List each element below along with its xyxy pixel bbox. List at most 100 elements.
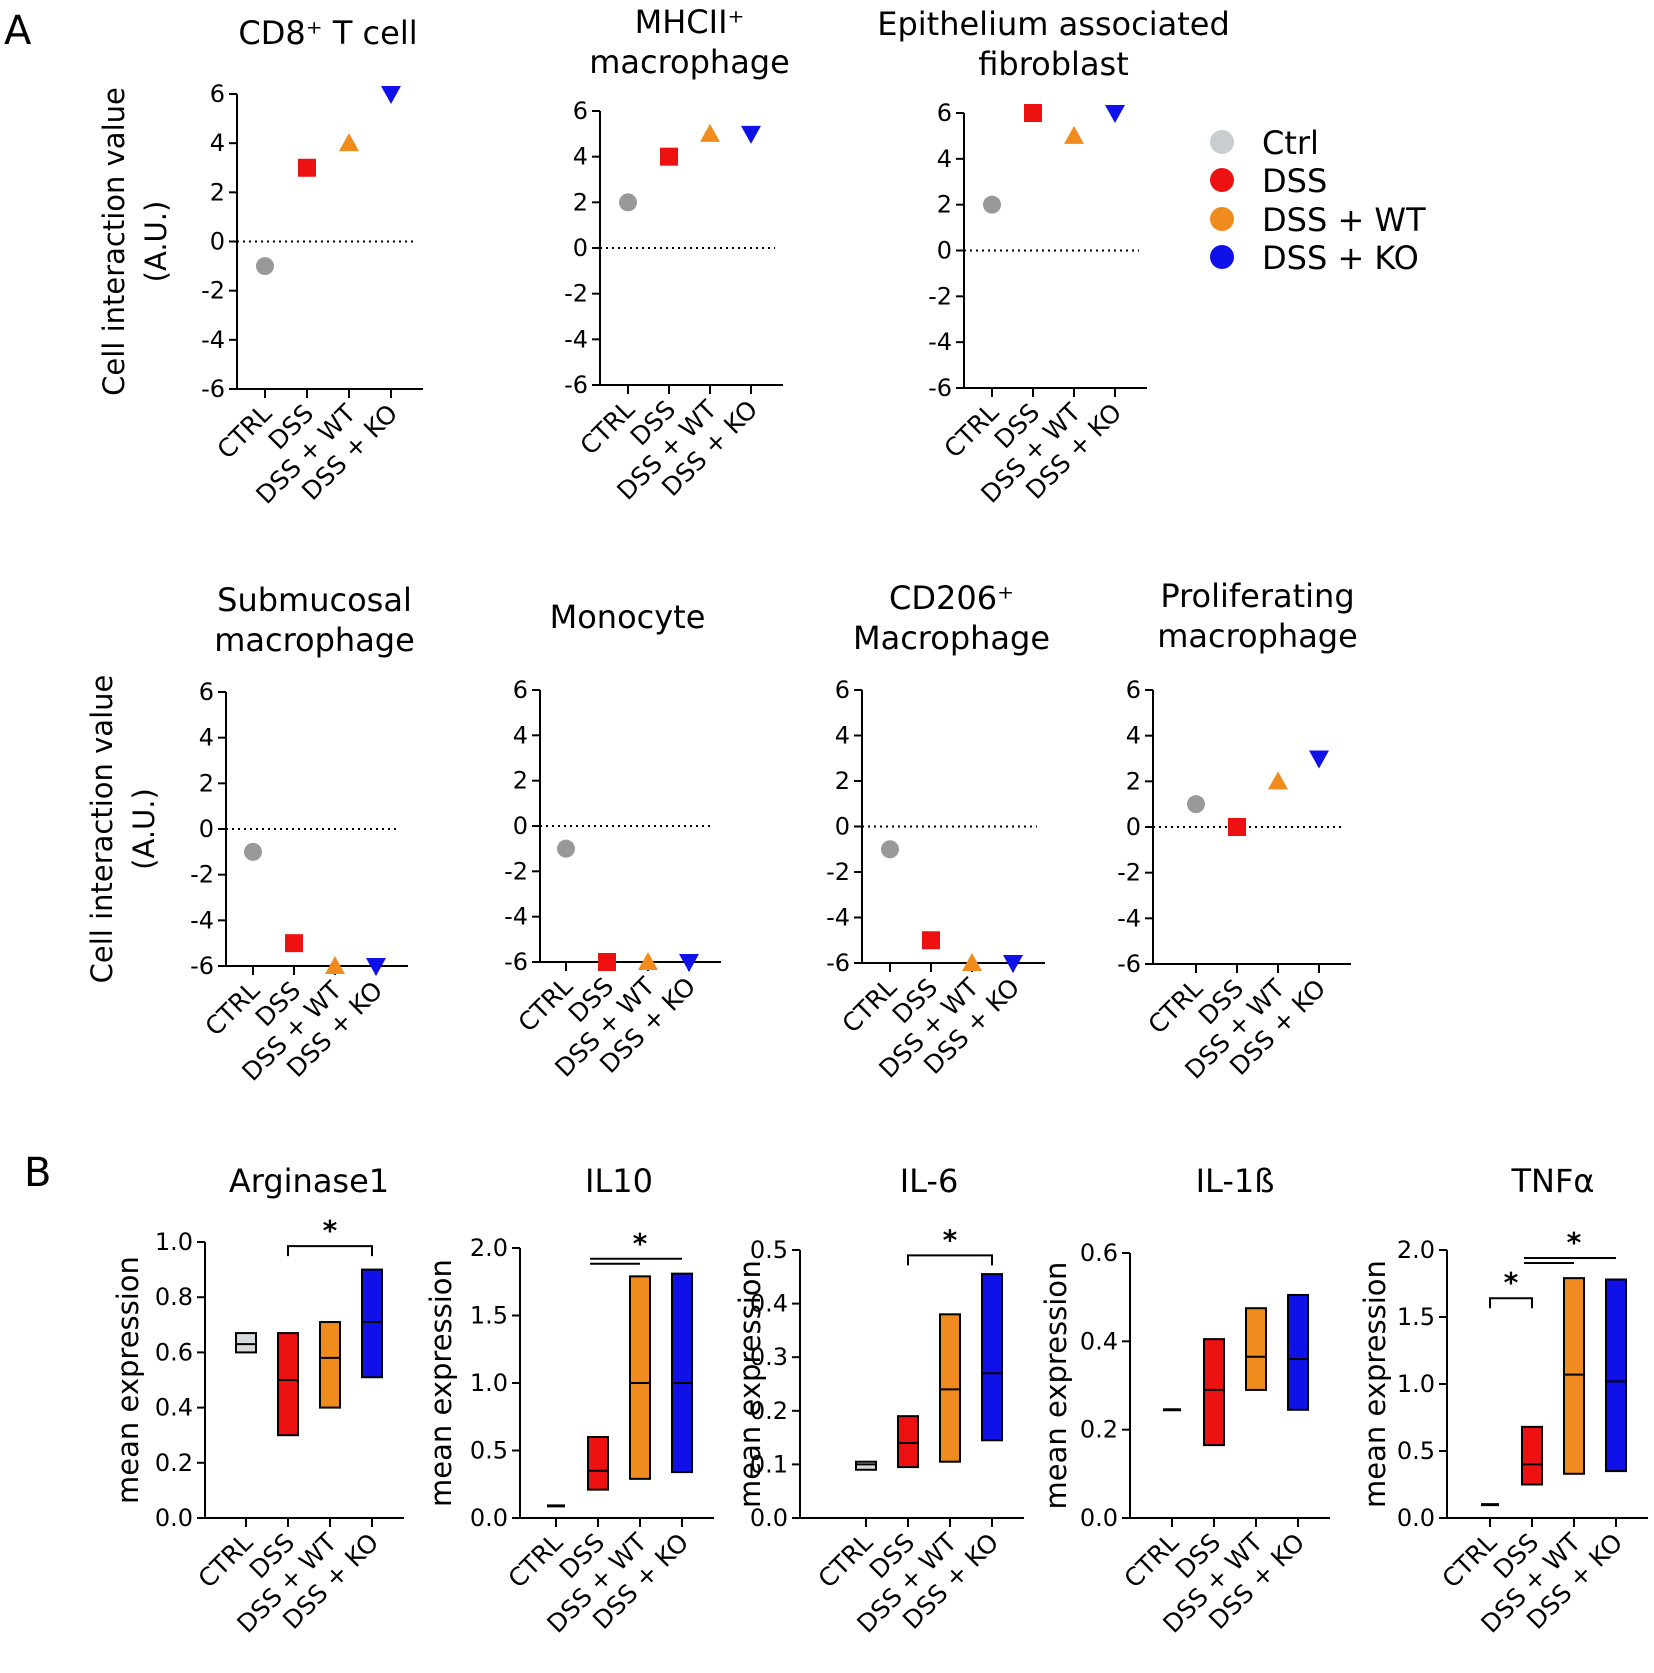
y-tick-label: -4 [504,903,528,931]
y-tick-label: -6 [564,371,588,399]
y-tick-label: 4 [210,129,225,157]
y-axis-label: Cell interaction value [85,675,119,984]
y-tick-label: 2 [573,188,588,216]
data-point [1268,771,1288,790]
y-tick-label: 6 [1126,676,1141,704]
box [319,1321,341,1409]
y-tick-label: 4 [573,143,588,171]
y-tick-label: -6 [504,948,528,976]
chart-a7: Proliferatingmacrophage6420-2-4-6CTRLDSS… [1117,577,1358,1085]
significance-bracket [1489,1297,1533,1309]
y-tick-label: 0.3 [750,1343,788,1371]
box [1605,1278,1627,1473]
y-axis-label: mean expression [1358,1260,1392,1508]
y-tick-label: 2.0 [470,1234,508,1262]
y-tick-label: -2 [190,861,214,889]
box [1563,1277,1585,1475]
chart-b1: Arginase1 mean expression 1.0 0.8 0.6 0.4 0.2 0… [111,1162,404,1639]
box [629,1275,651,1480]
panel-label-b: B [24,1150,51,1196]
chart-title: Monocyte [550,598,706,636]
y-axis-label: (A.U.) [139,201,173,283]
y-tick-label: 0.4 [155,1394,193,1422]
y-tick-label: 1.5 [470,1302,508,1330]
y-tick-label: 0 [937,237,952,265]
chart-title: Submucosal [217,581,412,619]
chart-title: IL-1ß [1196,1162,1275,1200]
chart-title: macrophage [589,43,790,81]
data-point [366,958,386,976]
significance-bracket [907,1254,993,1266]
y-tick-label: 2 [937,191,952,219]
box [897,1415,919,1469]
panel-label-a: A [4,8,32,54]
chart-title: Macrophage [853,619,1050,657]
data-point [679,954,699,972]
y-tick-label: 0.0 [155,1504,193,1532]
y-tick-label: -4 [928,328,952,356]
y-tick-label: 1.5 [1397,1303,1435,1331]
chart-title: Arginase1 [229,1162,389,1200]
data-point [598,953,616,971]
y-axis-label: Cell interaction value [97,87,131,396]
significance-marker: * [323,1214,338,1247]
y-tick-label: 4 [835,722,850,750]
y-tick-label: -6 [1117,950,1141,978]
y-tick-label: -4 [201,326,225,354]
y-tick-label: 2 [835,767,850,795]
y-tick-label: 1.0 [1397,1370,1435,1398]
chart-title: IL10 [585,1162,653,1200]
legend-label-dss-ko: DSS + KO [1262,239,1419,277]
data-point [1309,750,1329,769]
y-axis-label: mean expression [1039,1262,1073,1510]
data-point [700,123,720,142]
y-tick-label: 0.0 [750,1504,788,1532]
data-point [1228,818,1246,836]
chart-title: CD206⁺ [889,579,1014,617]
legend-label-dss: DSS [1262,162,1327,200]
y-tick-label: 6 [513,676,528,704]
legend-label-ctrl: Ctrl [1262,124,1319,162]
y-tick-label: 0 [573,234,588,262]
y-tick-label: 0 [835,813,850,841]
box [1287,1293,1309,1411]
y-tick-label: 0.6 [1080,1239,1118,1267]
y-axis-label: (A.U.) [127,788,161,870]
y-tick-label: 0.4 [1080,1327,1118,1355]
y-tick-label: 0.1 [750,1450,788,1478]
significance-marker: * [1504,1266,1519,1299]
y-tick-label: 4 [1126,722,1141,750]
data-point [256,257,274,276]
data-point [962,953,982,971]
y-tick-label: 0.4 [750,1290,788,1318]
y-tick-label: -2 [564,280,588,308]
y-tick-label: 6 [937,99,952,127]
y-tick-label: 0.8 [155,1283,193,1311]
y-tick-label: 6 [199,678,214,706]
chart-title: TNFα [1511,1162,1595,1200]
y-tick-label: 4 [513,721,528,749]
y-axis-label: mean expression [424,1259,458,1507]
data-point [325,956,345,974]
chart-title: Proliferating [1160,577,1354,615]
box [855,1460,877,1471]
y-tick-label: 0 [199,815,214,843]
y-tick-label: -4 [190,906,214,934]
y-tick-label: 6 [210,80,225,108]
data-point [285,934,303,953]
data-point [298,158,316,177]
y-tick-label: -2 [1117,859,1141,887]
data-point [1064,125,1084,144]
y-axis-label: mean expression [111,1256,145,1504]
y-tick-label: 0.2 [750,1397,788,1425]
legend-swatch-dss [1210,168,1234,192]
y-tick-label: -4 [826,904,850,932]
data-point [638,952,658,970]
box [1521,1425,1543,1486]
y-tick-label: 2 [1126,767,1141,795]
